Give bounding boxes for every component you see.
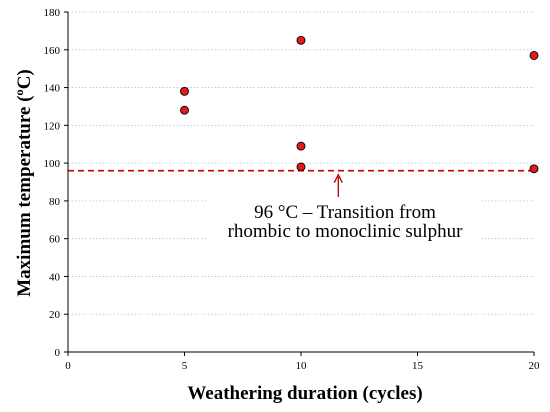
annotation-text-line: 96 °C – Transition from (254, 202, 436, 223)
data-point (529, 50, 539, 60)
y-tick-label: 100 (44, 158, 61, 170)
x-tick-label: 5 (182, 360, 188, 372)
y-tick-label: 60 (49, 234, 61, 246)
x-axis-title: Weathering duration (cycles) (187, 383, 422, 404)
x-tick-label: 15 (412, 360, 424, 372)
annotation-text-line: rhombic to monoclinic sulphur (228, 221, 464, 242)
data-points (180, 35, 539, 174)
y-axis-title: Maximum temperature (ºC) (14, 69, 35, 297)
x-tick-label: 0 (65, 360, 71, 372)
tick-labels: 0 20 40 60 80 100 120 140 160 180 0 5 10 15 20 (44, 7, 541, 372)
data-point (296, 162, 306, 172)
data-point (296, 35, 306, 45)
y-tick-label: 160 (44, 45, 61, 57)
y-tick-label: 40 (49, 271, 61, 283)
annotation-arrow-head (333, 173, 343, 183)
data-point (180, 105, 189, 115)
axes (64, 11, 535, 356)
grid (68, 11, 534, 315)
x-tick-label: 10 (296, 360, 308, 372)
x-tick-label: 20 (529, 360, 541, 372)
annotation-background (208, 198, 480, 244)
y-tick-label: 80 (49, 196, 61, 208)
data-point (180, 86, 189, 96)
y-tick-label: 20 (49, 309, 61, 321)
data-point (296, 141, 306, 151)
data-point (529, 164, 539, 174)
y-tick-label: 140 (44, 83, 61, 95)
y-tick-label: 180 (44, 7, 61, 19)
y-tick-label: 120 (44, 120, 61, 132)
y-tick-label: 0 (55, 347, 61, 359)
